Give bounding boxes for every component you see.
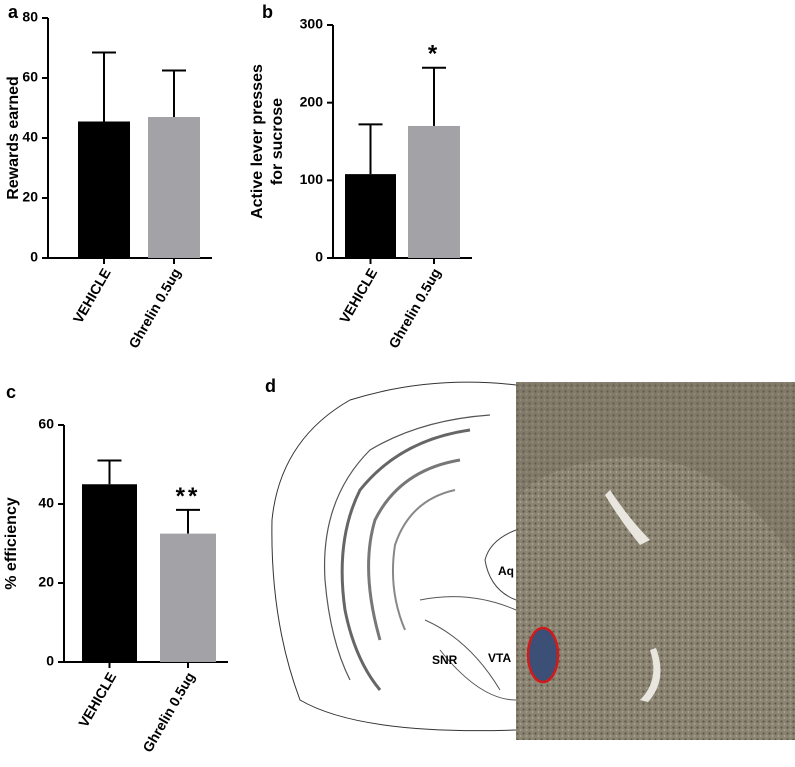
- chart-panel: a Rewards earned 0 20 40 60 80 VEHICLE Ghrelin 0…: [5, 2, 212, 351]
- y-tick-label: 0: [46, 653, 54, 669]
- atlas-aqueduct: [484, 529, 517, 601]
- y-tick-label: 0: [315, 249, 323, 265]
- y-tick-label: 40: [22, 129, 38, 145]
- region-label: SNR: [432, 653, 458, 667]
- y-axis-label: Rewards earned: [5, 76, 22, 200]
- bar: [160, 533, 216, 662]
- significance-label: **: [176, 483, 201, 510]
- region-label: Aq: [498, 564, 514, 578]
- y-axis-label: for sucrose: [269, 98, 286, 185]
- x-tick-label: VEHICLE: [75, 669, 119, 730]
- y-tick-label: 100: [300, 171, 324, 187]
- atlas-line: [391, 489, 456, 631]
- ventricle: [640, 648, 661, 702]
- panel-label: c: [6, 382, 16, 402]
- y-tick-label: 20: [38, 574, 54, 590]
- chart-panel: b Active lever presses for sucrose 0 100 200 3…: [249, 2, 472, 351]
- y-tick-label: 200: [300, 93, 324, 109]
- x-tick-label: VEHICLE: [336, 265, 380, 326]
- bar: [345, 174, 396, 258]
- chart-panel: c % efficiency 0 20 40 60 VEHICLE Ghrelin 0.5ug…: [3, 382, 228, 755]
- bar: [78, 121, 130, 258]
- y-axis-label: % efficiency: [3, 497, 20, 590]
- x-tick-label: VEHICLE: [70, 265, 114, 326]
- y-tick-label: 20: [22, 189, 38, 205]
- atlas-hippocampus: [340, 428, 471, 691]
- y-tick-label: 80: [22, 9, 38, 25]
- y-axis-label: Active lever presses: [249, 64, 266, 219]
- injection-site: [526, 626, 560, 684]
- y-tick-label: 60: [22, 69, 38, 85]
- x-tick-label: Ghrelin 0.5ug: [125, 265, 184, 350]
- bar: [82, 484, 137, 662]
- y-tick-label: 0: [30, 249, 38, 265]
- bar: [148, 117, 200, 258]
- atlas-hippocampus: [367, 458, 461, 641]
- y-tick-label: 300: [300, 16, 324, 32]
- brain-section: d Aq SNR VTA: [265, 376, 795, 740]
- y-tick-label: 40: [38, 495, 54, 511]
- y-tick-label: 60: [38, 416, 54, 432]
- x-tick-label: Ghrelin 0.5ug: [385, 265, 444, 350]
- cortex-shade: [516, 382, 795, 560]
- panel-label: d: [265, 376, 276, 396]
- atlas-line: [323, 414, 491, 681]
- x-tick-label: Ghrelin 0.5ug: [139, 669, 198, 754]
- bar: [408, 125, 460, 258]
- ventricle: [605, 490, 650, 545]
- panel-label: a: [8, 2, 19, 22]
- significance-label: *: [428, 41, 440, 68]
- region-label: VTA: [488, 651, 511, 665]
- atlas-line: [419, 596, 517, 701]
- panel-label: b: [262, 2, 273, 22]
